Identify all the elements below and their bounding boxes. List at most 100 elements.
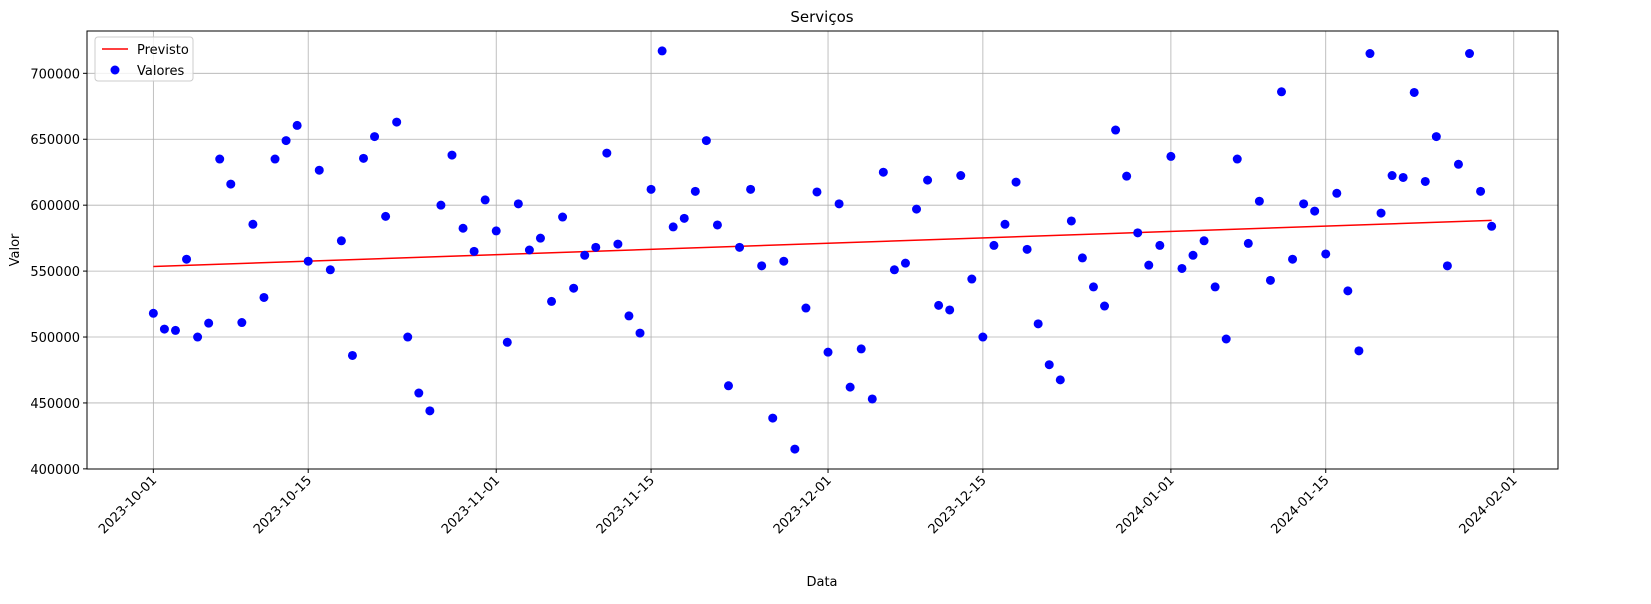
scatter-point — [1011, 177, 1021, 187]
legend: Previsto Valores — [94, 36, 194, 82]
scatter-point — [1177, 263, 1187, 273]
scatter-point — [1299, 199, 1309, 209]
scatter-point — [1122, 171, 1132, 181]
scatter-point — [867, 394, 877, 404]
scatter-point — [281, 136, 291, 146]
scatter-point — [1077, 253, 1087, 263]
scatter-point — [1243, 238, 1253, 248]
scatter-point — [1453, 159, 1463, 169]
scatter-point — [447, 150, 457, 160]
scatter-point — [978, 332, 988, 342]
scatter-point — [1354, 346, 1364, 356]
scatter-point — [1310, 206, 1320, 216]
scatter-point — [314, 165, 324, 175]
scatter-point — [779, 256, 789, 266]
scatter-point — [790, 444, 800, 454]
scatter-point — [370, 132, 380, 142]
scatter-point — [1465, 49, 1475, 59]
scatter-point — [569, 283, 579, 293]
scatter-point — [1398, 172, 1408, 182]
scatter-point — [690, 186, 700, 196]
scatter-point — [801, 303, 811, 313]
scatter-point — [148, 308, 158, 318]
scatter-point — [381, 211, 391, 221]
scatter-point — [547, 296, 557, 306]
scatter-point — [1022, 244, 1032, 254]
scatter-point — [1044, 360, 1054, 370]
scatter-point — [1288, 254, 1298, 264]
scatter-point — [967, 274, 977, 284]
scatter-point — [1088, 282, 1098, 292]
scatter-point — [182, 254, 192, 264]
scatter-point — [823, 347, 833, 357]
scatter-point — [646, 184, 656, 194]
scatter-point — [889, 265, 899, 275]
scatter-point — [259, 292, 269, 302]
scatter-point — [701, 136, 711, 146]
chart-title: Serviços — [790, 8, 853, 26]
scatter-point — [248, 219, 258, 229]
scatter-point — [1066, 216, 1076, 226]
scatter-point — [746, 184, 756, 194]
scatter-point — [535, 233, 545, 243]
scatter-point — [270, 154, 280, 164]
scatter-point — [1376, 208, 1386, 218]
scatter-point — [712, 220, 722, 230]
scatter-point — [414, 388, 424, 398]
scatter-point — [336, 236, 346, 246]
scatter-point — [159, 324, 169, 334]
scatter-point — [635, 328, 645, 338]
scatter-point — [1210, 282, 1220, 292]
scatter-point — [1365, 49, 1375, 59]
plot-frame — [86, 30, 1559, 470]
scatter-point — [1431, 132, 1441, 142]
scatter-point — [613, 239, 623, 249]
scatter-point — [403, 332, 413, 342]
y-tick-label: 600000 — [30, 199, 80, 214]
y-tick-label: 400000 — [30, 463, 80, 478]
scatter-point — [934, 300, 944, 310]
legend-label: Previsto — [137, 43, 189, 58]
scatter-point — [204, 318, 214, 328]
scatter-point — [392, 117, 402, 127]
scatter-point — [923, 175, 933, 185]
scatter-point — [359, 153, 369, 163]
scatter-point — [303, 256, 313, 266]
scatter-point — [1100, 301, 1110, 311]
scatter-point — [845, 382, 855, 392]
legend-label: Valores — [137, 64, 184, 79]
scatter-point — [1055, 375, 1065, 385]
scatter-point — [491, 226, 501, 236]
scatter-point — [1144, 260, 1154, 270]
scatter-point — [1133, 228, 1143, 238]
y-tick-label: 450000 — [30, 397, 80, 412]
scatter-point — [1343, 286, 1353, 296]
y-axis-label: Valor — [8, 233, 23, 266]
scatter-point — [602, 148, 612, 158]
scatter-point — [735, 242, 745, 252]
scatter-point — [1199, 236, 1209, 246]
scatter-point — [1188, 250, 1198, 260]
scatter-point — [1033, 319, 1043, 329]
scatter-point — [679, 213, 689, 223]
y-tick-label: 700000 — [30, 67, 80, 82]
scatter-point — [558, 212, 568, 222]
scatter-point — [956, 171, 966, 181]
scatter-point — [912, 204, 922, 214]
scatter-point — [458, 223, 468, 233]
scatter-point — [668, 222, 678, 232]
legend-swatch — [110, 65, 120, 75]
y-tick-label: 550000 — [30, 265, 80, 280]
scatter-point — [226, 179, 236, 189]
scatter-point — [1409, 87, 1419, 97]
scatter-point — [292, 120, 302, 130]
scatter-point — [1254, 196, 1264, 206]
scatter-point — [812, 187, 822, 197]
y-tick-label: 650000 — [30, 133, 80, 148]
scatter-point — [1221, 334, 1231, 344]
scatter-point — [425, 406, 435, 416]
scatter-point — [1166, 151, 1176, 161]
scatter-point — [215, 154, 225, 164]
scatter-point — [1111, 125, 1121, 135]
